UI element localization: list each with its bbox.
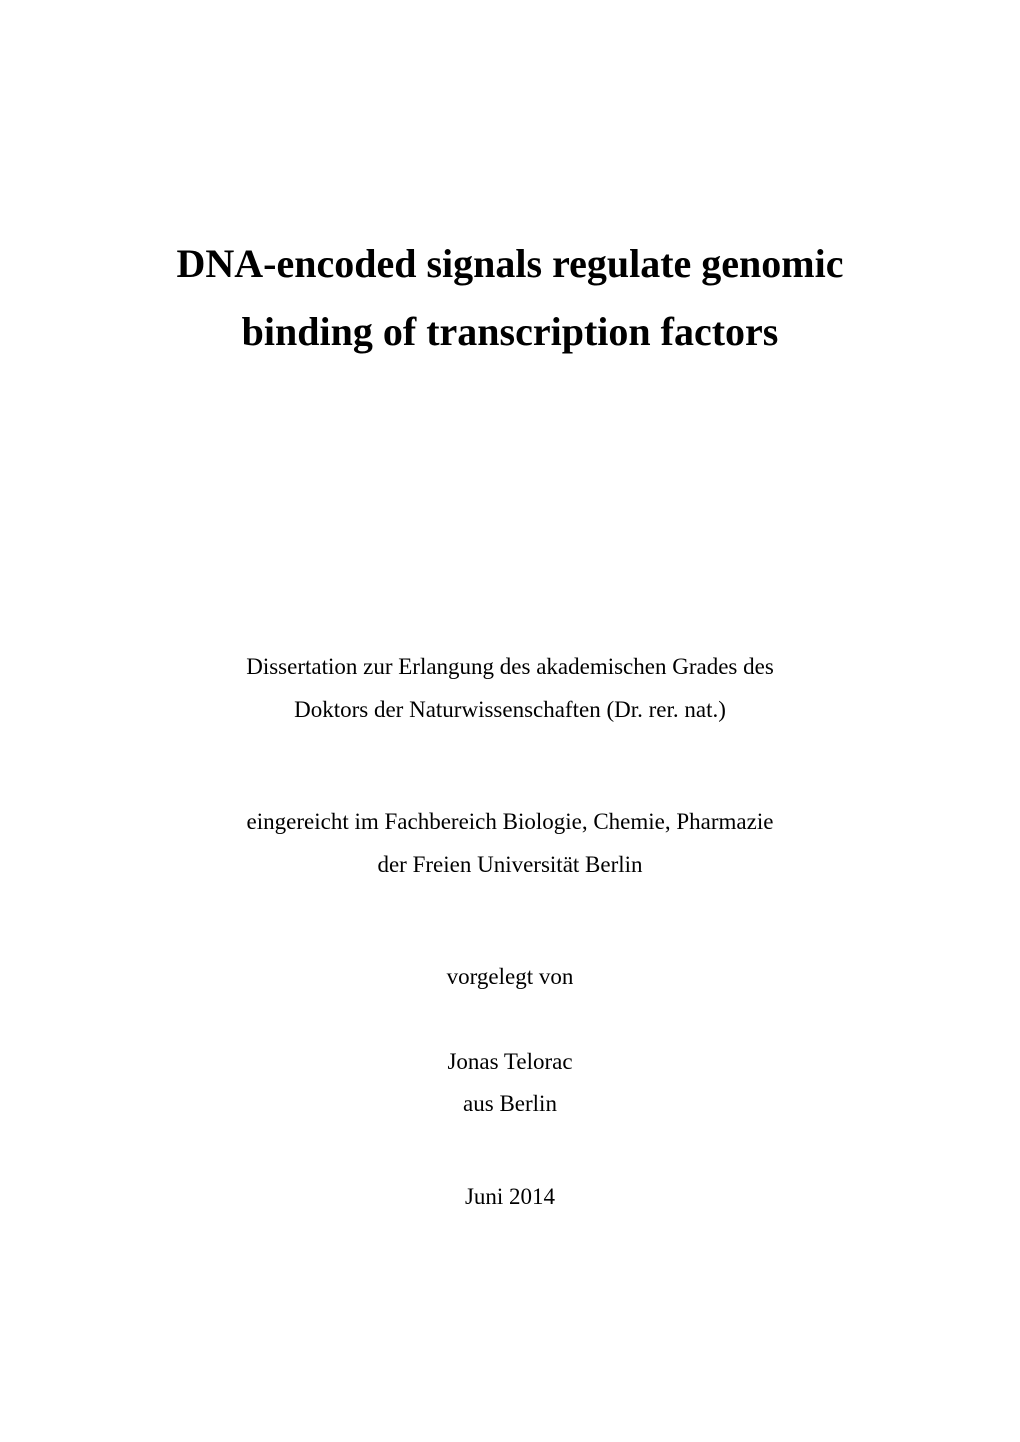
title-line-2: binding of transcription factors — [120, 298, 900, 366]
title-page: DNA-encoded signals regulate genomic bin… — [0, 0, 1020, 1442]
submission-date: Juni 2014 — [120, 1176, 900, 1219]
author-name: Jonas Telorac — [120, 1041, 900, 1084]
submitted-by-label: vorgelegt von — [120, 956, 900, 999]
degree-line-1: Dissertation zur Erlangung des akademisc… — [120, 646, 900, 689]
degree-statement: Dissertation zur Erlangung des akademisc… — [120, 646, 900, 731]
title-line-1: DNA-encoded signals regulate genomic — [120, 230, 900, 298]
author-block: Jonas Telorac aus Berlin — [120, 1041, 900, 1126]
title-page-body: Dissertation zur Erlangung des akademisc… — [120, 646, 900, 1218]
department-line-1: eingereicht im Fachbereich Biologie, Che… — [120, 801, 900, 844]
department-statement: eingereicht im Fachbereich Biologie, Che… — [120, 801, 900, 886]
author-origin: aus Berlin — [120, 1083, 900, 1126]
dissertation-title: DNA-encoded signals regulate genomic bin… — [120, 230, 900, 366]
degree-line-2: Doktors der Naturwissenschaften (Dr. rer… — [120, 689, 900, 732]
department-line-2: der Freien Universität Berlin — [120, 844, 900, 887]
